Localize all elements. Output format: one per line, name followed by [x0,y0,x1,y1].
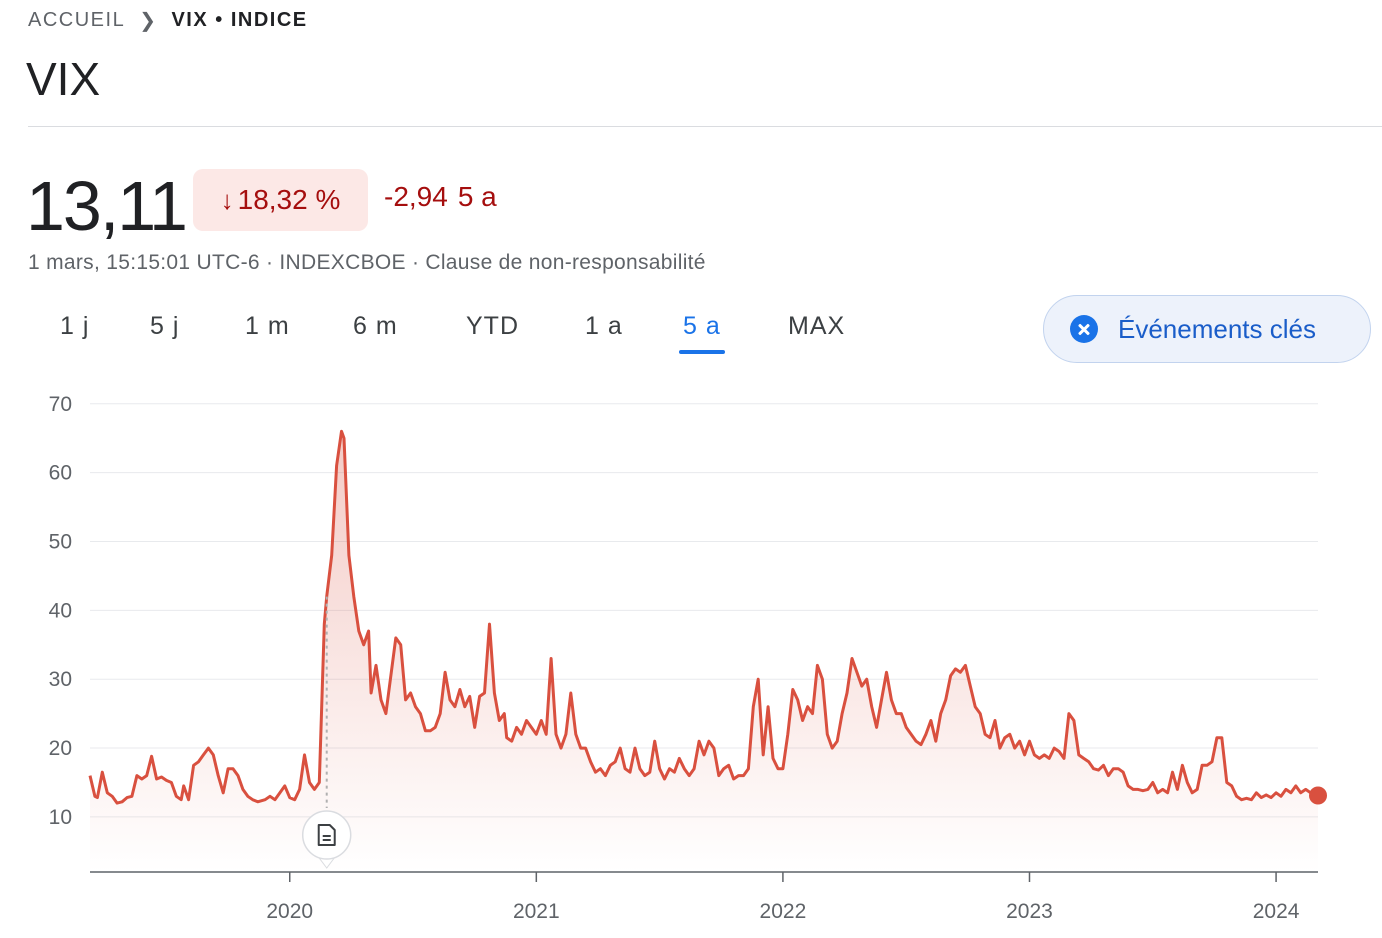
tab-6m[interactable]: 6 m [353,312,398,340]
change-value: -2,94 [384,181,448,212]
x-tick-label: 2022 [760,900,807,923]
current-price: 13,11 [26,167,188,245]
breadcrumb: ACCUEIL ❯ VIX • INDICE [28,8,308,33]
quote-meta: 1 mars, 15:15:01 UTC-6 · INDEXCBOE · Cla… [28,251,706,274]
tab-ytd[interactable]: YTD [466,312,519,340]
price-chart[interactable]: 10 20 30 40 50 60 70 2020 2021 2022 2023 2024 [0,390,1382,938]
x-tick-label: 2021 [513,900,560,923]
document-icon [317,824,336,846]
y-tick-label: 60 [49,462,72,485]
y-tick-label: 10 [49,806,72,829]
change-percent: 18,32 % [237,184,341,215]
tab-1d[interactable]: 1 j [60,312,90,340]
chevron-right-icon: ❯ [139,10,158,32]
x-tick-label: 2024 [1253,900,1300,923]
breadcrumb-current: VIX • INDICE [171,9,308,31]
tab-1y[interactable]: 1 a [585,312,623,340]
divider [28,126,1382,127]
change-percent-badge: ↓ 18,32 % [193,169,368,231]
key-events-button[interactable]: Événements clés [1043,295,1371,363]
tab-5y[interactable]: 5 a [679,312,725,354]
key-events-label: Événements clés [1118,313,1316,344]
tab-1m[interactable]: 1 m [245,312,290,340]
y-tick-label: 70 [49,393,72,416]
change-absolute: -2,94 5 a [384,181,497,213]
series-line [88,429,1319,805]
x-tick-label: 2023 [1006,900,1053,923]
y-tick-label: 50 [49,530,72,553]
series-area-fill [90,431,1318,872]
y-tick-label: 40 [49,599,72,622]
breadcrumb-home[interactable]: ACCUEIL [28,9,126,31]
arrow-down-icon: ↓ [220,184,234,215]
tab-max[interactable]: MAX [788,312,846,340]
page-title: VIX [26,53,101,105]
y-tick-label: 20 [49,737,72,760]
change-period: 5 a [457,181,497,212]
y-tick-label: 30 [49,668,72,691]
close-circle-icon [1070,315,1098,343]
tab-5d[interactable]: 5 j [150,312,180,340]
range-tabs: 1 j 5 j 1 m 6 m YTD 1 a 5 a MAX [0,312,900,362]
last-point-dot [1309,786,1327,805]
x-tick-label: 2020 [266,900,313,923]
